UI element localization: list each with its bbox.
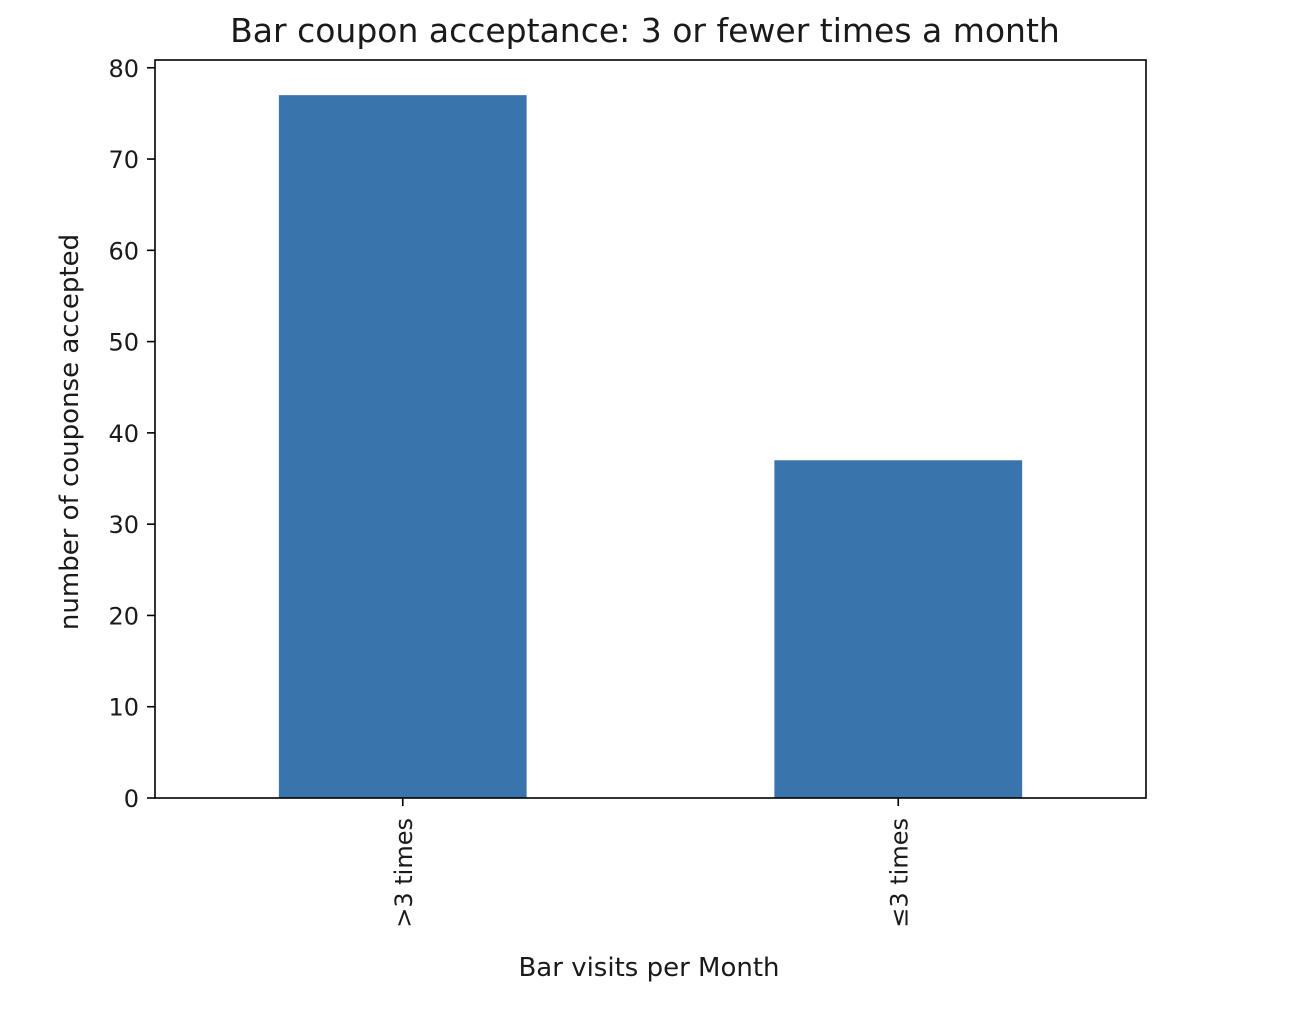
x-axis-label: Bar visits per Month (518, 953, 779, 983)
y-tick-label: 50 (108, 329, 139, 357)
y-tick-label: 60 (108, 237, 139, 265)
plot-area-frame (154, 59, 1147, 799)
x-tick-label: ≤3 times (885, 818, 913, 928)
y-tick-label: 40 (108, 420, 139, 448)
bar-1 (774, 460, 1023, 798)
y-tick-label: 10 (108, 694, 139, 722)
chart-title: Bar coupon acceptance: 3 or fewer times … (230, 11, 1060, 50)
y-tick-label: 70 (108, 146, 139, 174)
y-tick-label: 80 (108, 55, 139, 83)
y-axis-label: number of couponse accepted (55, 234, 85, 630)
y-axis: 0 10 20 30 40 50 60 70 80 (108, 55, 155, 813)
y-tick-label: 30 (108, 511, 139, 539)
x-tick-label: >3 times (390, 818, 418, 928)
bars-layer (278, 95, 1023, 798)
bar-0 (278, 95, 527, 798)
x-axis: >3 times ≤3 times (390, 798, 913, 928)
y-tick-label: 20 (108, 602, 139, 630)
y-tick-label: 0 (124, 785, 139, 813)
